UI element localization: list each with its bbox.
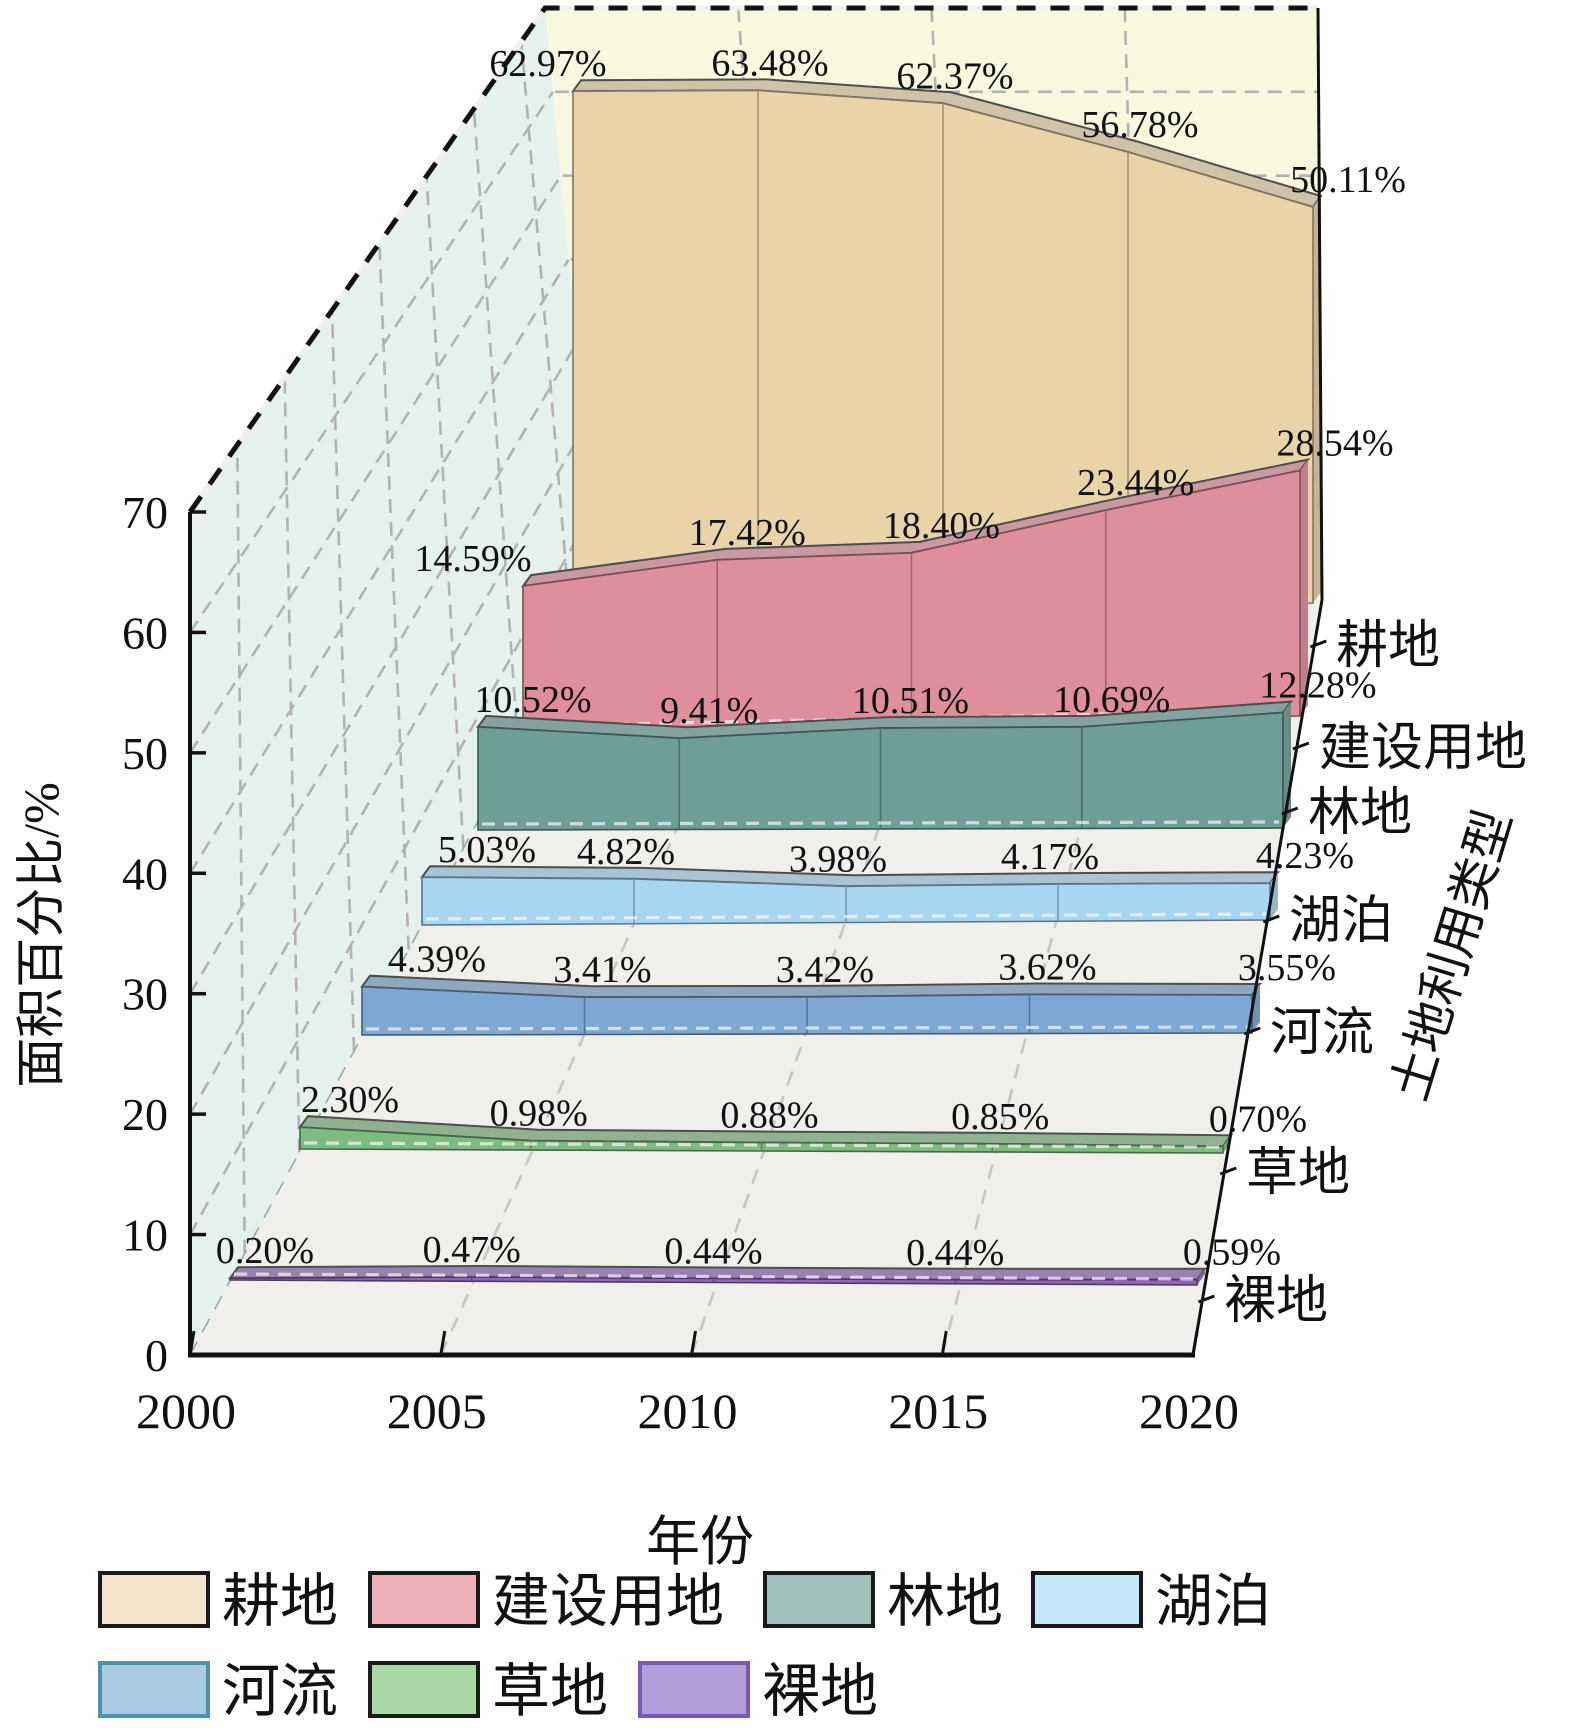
value-label: 17.42% bbox=[689, 512, 806, 554]
band-construction-land: 14.59% 17.42% 18.40% 23.44% 28.54% bbox=[414, 423, 1394, 733]
value-label: 3.42% bbox=[776, 949, 874, 991]
legend-swatch-forest bbox=[763, 1571, 875, 1628]
legend-item-construction-land: 建设用地 bbox=[368, 1569, 724, 1634]
left-wall bbox=[190, 8, 600, 1355]
legend-label-cultivated-land: 耕地 bbox=[222, 1569, 338, 1634]
legend-label-river: 河流 bbox=[222, 1659, 338, 1724]
band-grassland: 2.30% 0.98% 0.88% 0.85% 0.70% bbox=[298, 1079, 1307, 1154]
value-label: 5.03% bbox=[438, 829, 536, 871]
value-label: 10.69% bbox=[1053, 679, 1170, 721]
value-label: 0.20% bbox=[216, 1230, 314, 1272]
x-tick-label: 2010 bbox=[638, 1383, 738, 1439]
value-label: 0.47% bbox=[423, 1229, 521, 1271]
x-tick-label: 2000 bbox=[136, 1383, 236, 1439]
legend-swatch-river bbox=[98, 1661, 210, 1718]
value-label: 56.78% bbox=[1081, 104, 1198, 146]
depth-tick-label-forest: 林地 bbox=[1308, 785, 1412, 842]
legend-label-construction-land: 建设用地 bbox=[492, 1569, 724, 1634]
value-label: 62.37% bbox=[896, 55, 1013, 97]
x-tick-label: 2020 bbox=[1139, 1383, 1239, 1439]
value-label: 3.41% bbox=[553, 949, 651, 991]
value-label: 0.85% bbox=[951, 1096, 1049, 1138]
value-label: 0.70% bbox=[1209, 1098, 1307, 1140]
depth-tick-label-bare-land: 裸地 bbox=[1224, 1273, 1328, 1330]
value-label: 10.51% bbox=[852, 680, 969, 722]
y-tick-label: 10 bbox=[122, 1210, 168, 1261]
legend-swatch-grassland bbox=[368, 1661, 480, 1718]
band-river: 4.39% 3.41% 3.42% 3.62% 3.55% bbox=[360, 939, 1336, 1036]
legend-item-grassland: 草地 bbox=[368, 1659, 608, 1724]
value-label: 9.41% bbox=[660, 690, 758, 732]
value-label: 12.28% bbox=[1259, 665, 1376, 707]
value-label: 18.40% bbox=[883, 505, 1000, 547]
depth-tick-label-construction-land: 建设用地 bbox=[1319, 720, 1527, 777]
legend-label-grassland: 草地 bbox=[492, 1659, 608, 1724]
value-label: 3.98% bbox=[789, 838, 887, 880]
legend-item-lake: 湖泊 bbox=[1031, 1569, 1271, 1634]
legend-swatch-cultivated-land bbox=[98, 1571, 210, 1628]
y-tick-label: 70 bbox=[122, 487, 168, 538]
value-label: 0.59% bbox=[1183, 1232, 1281, 1274]
value-label: 4.82% bbox=[577, 831, 675, 873]
box-dashed-edges bbox=[187, 5, 1318, 514]
value-label: 63.48% bbox=[711, 42, 828, 84]
legend-label-lake: 湖泊 bbox=[1155, 1569, 1271, 1634]
depth-tick-label-river: 河流 bbox=[1270, 1005, 1374, 1062]
depth-tick-label-grassland: 草地 bbox=[1246, 1145, 1350, 1202]
value-label: 3.55% bbox=[1238, 947, 1336, 989]
y-tick-label: 20 bbox=[122, 1089, 168, 1140]
value-label: 62.97% bbox=[489, 43, 606, 85]
y-tick-label: 40 bbox=[122, 848, 168, 899]
legend-item-cultivated-land: 耕地 bbox=[98, 1569, 338, 1634]
value-label: 10.52% bbox=[474, 679, 591, 721]
legend-label-forest: 林地 bbox=[887, 1569, 1003, 1634]
value-label: 0.88% bbox=[720, 1095, 818, 1137]
x-axis-title: 年份 bbox=[646, 1512, 754, 1572]
value-label: 28.54% bbox=[1276, 423, 1393, 465]
y-tick-label: 50 bbox=[122, 728, 168, 779]
band-right-cap bbox=[1300, 459, 1308, 716]
value-label: 23.44% bbox=[1077, 462, 1194, 504]
value-label: 0.98% bbox=[490, 1093, 588, 1135]
legend-item-forest: 林地 bbox=[763, 1569, 1003, 1634]
y-axis-title: 面积百分比/% bbox=[13, 782, 69, 1088]
value-label: 14.59% bbox=[414, 538, 531, 580]
y-tick-label: 30 bbox=[122, 969, 168, 1020]
y-tick-label: 60 bbox=[122, 607, 168, 658]
band-lake: 5.03% 4.82% 3.98% 4.17% 4.23% bbox=[420, 829, 1354, 926]
legend-item-bare-land: 裸地 bbox=[638, 1659, 878, 1724]
value-label: 0.44% bbox=[664, 1231, 762, 1273]
value-label: 4.23% bbox=[1256, 835, 1354, 877]
depth-axis-title: 土地利用类型 bbox=[1381, 803, 1522, 1106]
value-label: 3.62% bbox=[998, 946, 1096, 988]
value-label: 0.44% bbox=[906, 1232, 1004, 1274]
depth-tick-label-cultivated-land: 耕地 bbox=[1336, 618, 1440, 675]
value-label: 2.30% bbox=[301, 1079, 399, 1121]
legend-swatch-lake bbox=[1031, 1571, 1143, 1628]
x-tick-label: 2005 bbox=[387, 1383, 487, 1439]
x-tick-label: 2015 bbox=[888, 1383, 988, 1439]
legend-label-bare-land: 裸地 bbox=[762, 1659, 878, 1724]
depth-tick-label-lake: 湖泊 bbox=[1289, 893, 1393, 950]
legend-item-river: 河流 bbox=[98, 1659, 338, 1724]
value-label: 4.39% bbox=[388, 939, 486, 981]
value-label: 50.11% bbox=[1290, 159, 1406, 201]
band-right-cap bbox=[1197, 1268, 1205, 1285]
y-tick-label: 0 bbox=[145, 1330, 168, 1381]
legend-swatch-construction-land bbox=[368, 1571, 480, 1628]
value-label: 4.17% bbox=[1001, 836, 1099, 878]
band-forest: 10.52% 9.41% 10.51% 10.69% 12.28% bbox=[474, 665, 1377, 831]
band-bare-land: 0.20% 0.47% 0.44% 0.44% 0.59% bbox=[216, 1229, 1281, 1286]
legend-swatch-bare-land bbox=[638, 1661, 750, 1718]
